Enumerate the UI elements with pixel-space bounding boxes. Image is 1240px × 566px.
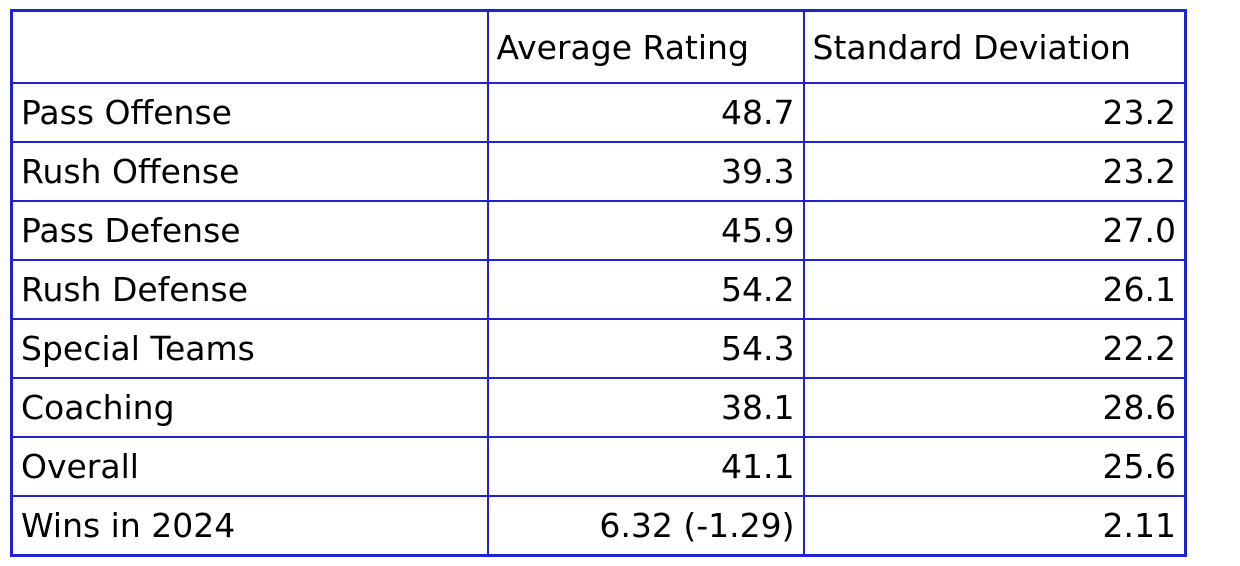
value-cell: 2.11 [802, 495, 1187, 557]
header-row: Average Rating Standard Deviation [10, 9, 1187, 84]
value-cell: 23.2 [802, 82, 1187, 143]
value-cell: 25.6 [802, 436, 1187, 497]
value-cell: 27.0 [802, 200, 1187, 261]
value-cell: 39.3 [486, 141, 805, 202]
table-row: Coaching 38.1 28.6 [10, 377, 1187, 438]
row-label: Rush Offense [10, 141, 489, 202]
value-cell: 38.1 [486, 377, 805, 438]
row-label: Pass Offense [10, 82, 489, 143]
column-header: Average Rating [486, 9, 805, 84]
value-cell: 45.9 [486, 200, 805, 261]
value-cell: 54.3 [486, 318, 805, 379]
row-label: Overall [10, 436, 489, 497]
value-cell: 48.7 [486, 82, 805, 143]
value-cell: 41.1 [486, 436, 805, 497]
row-label: Coaching [10, 377, 489, 438]
row-label: Rush Defense [10, 259, 489, 320]
corner-cell [10, 9, 489, 84]
table-row: Pass Defense 45.9 27.0 [10, 200, 1187, 261]
table-row: Wins in 2024 6.32 (-1.29) 2.11 [10, 495, 1187, 557]
row-label: Wins in 2024 [10, 495, 489, 557]
table-row: Rush Offense 39.3 23.2 [10, 141, 1187, 202]
table-row: Pass Offense 48.7 23.2 [10, 82, 1187, 143]
value-cell: 6.32 (-1.29) [486, 495, 805, 557]
ratings-table: Average Rating Standard Deviation Pass Of… [10, 9, 1187, 557]
table-row: Overall 41.1 25.6 [10, 436, 1187, 497]
value-cell: 54.2 [486, 259, 805, 320]
value-cell: 26.1 [802, 259, 1187, 320]
value-cell: 22.2 [802, 318, 1187, 379]
table-row: Special Teams 54.3 22.2 [10, 318, 1187, 379]
column-header: Standard Deviation [802, 9, 1187, 84]
row-label: Pass Defense [10, 200, 489, 261]
value-cell: 28.6 [802, 377, 1187, 438]
table-body: Pass Offense 48.7 23.2 Rush Offense 39.3 23.2… [10, 82, 1187, 557]
row-label: Special Teams [10, 318, 489, 379]
table-row: Rush Defense 54.2 26.1 [10, 259, 1187, 320]
value-cell: 23.2 [802, 141, 1187, 202]
